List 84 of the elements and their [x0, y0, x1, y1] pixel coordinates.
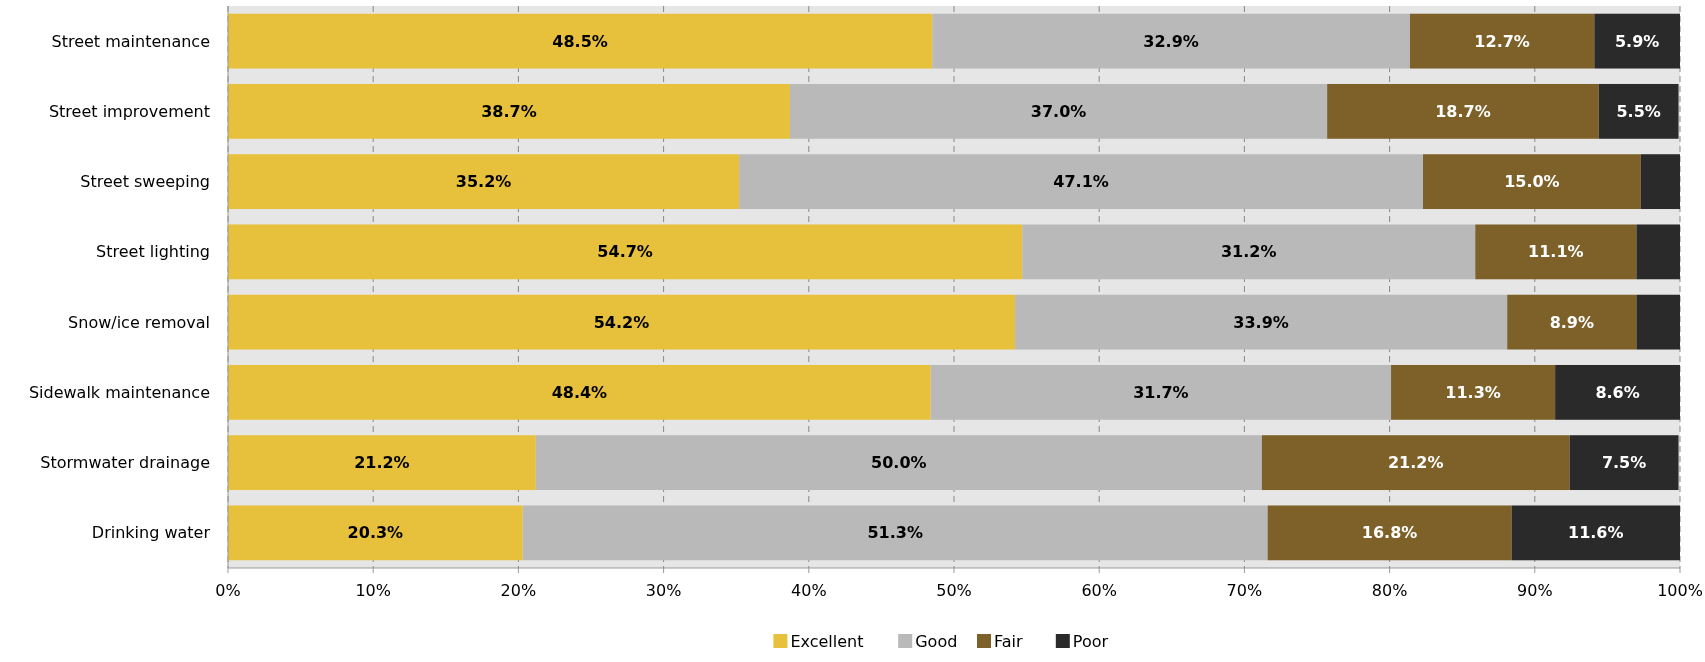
y-tick-label: Street lighting [96, 242, 210, 262]
x-tick-label: 90% [1517, 581, 1553, 600]
data-label: 18.7% [1435, 101, 1491, 121]
bar [1327, 83, 1599, 139]
data-label: 33.9% [1233, 312, 1289, 332]
data-label: 8.9% [1549, 312, 1595, 332]
data-label: 11.1% [1528, 242, 1584, 262]
bar [228, 83, 790, 139]
data-label: 12.7% [1474, 31, 1530, 51]
data-label: 50.0% [871, 453, 927, 473]
y-tick-label: Sidewalk maintenance [28, 382, 210, 402]
bar [228, 154, 740, 210]
data-label: 8.6% [1595, 382, 1640, 402]
bar [1598, 83, 1679, 139]
data-label: 48.4% [551, 382, 608, 402]
data-label: 37.0% [1030, 101, 1087, 121]
data-label: 11.3% [1445, 382, 1501, 402]
data-label: 32.9% [1143, 31, 1199, 51]
data-label: 38.7% [481, 101, 537, 121]
bar [522, 505, 1268, 561]
data-label: 21.2% [354, 453, 410, 473]
bar [228, 294, 1015, 350]
bar [1409, 13, 1595, 69]
x-tick-label: 80% [1371, 581, 1408, 600]
legend-label: Fair [994, 631, 1023, 651]
bar [1261, 435, 1570, 491]
x-tick-label: 60% [1081, 581, 1117, 600]
data-label: 5.5% [1616, 101, 1661, 121]
y-tick-label: Street maintenance [51, 31, 210, 51]
data-label: 35.2% [455, 172, 512, 192]
data-label: 54.2% [593, 312, 650, 332]
x-tick-label: 70% [1226, 581, 1263, 600]
bar [1267, 505, 1512, 561]
bar [228, 364, 931, 420]
x-tick-label: 10% [355, 581, 391, 600]
bar [1475, 224, 1637, 280]
x-tick-label: 50% [936, 581, 972, 600]
data-label: 48.5% [552, 31, 608, 51]
y-tick-label: Drinking water [91, 523, 211, 543]
bar [228, 13, 933, 69]
bar [1507, 294, 1637, 350]
legend-label: Poor [1072, 631, 1109, 651]
x-tick-label: 20% [500, 581, 537, 600]
y-tick-label: Street sweeping [80, 172, 210, 192]
legend-label: Good [915, 631, 958, 651]
bar [1636, 224, 1680, 280]
bar [228, 435, 536, 491]
x-tick-label: 0% [215, 581, 241, 600]
bar [1022, 224, 1476, 280]
data-label: 5.9% [1614, 31, 1660, 51]
data-label: 31.2% [1221, 242, 1277, 262]
bar [1640, 154, 1680, 210]
data-label: 21.2% [1387, 453, 1444, 473]
bar [1636, 294, 1680, 350]
data-label: 20.3% [347, 523, 404, 543]
data-label: 15.0% [1504, 172, 1560, 192]
bar [1423, 154, 1641, 210]
legend-label: Excellent [790, 631, 864, 651]
bar [1569, 435, 1679, 491]
data-label: 51.3% [867, 523, 923, 543]
data-label: 16.8% [1361, 523, 1418, 543]
y-tick-label: Street improvement [48, 101, 210, 121]
bar [535, 435, 1262, 491]
data-label: 11.6% [1568, 523, 1624, 543]
data-label: 54.7% [597, 242, 653, 262]
bar [1391, 364, 1556, 420]
bar [228, 505, 523, 561]
bar [789, 83, 1328, 139]
bar [1594, 13, 1680, 69]
data-label: 7.5% [1601, 453, 1647, 473]
x-tick-label: 40% [791, 581, 827, 600]
bar [228, 224, 1023, 280]
bar [739, 154, 1423, 210]
data-label: 31.7% [1133, 382, 1189, 402]
bar [930, 364, 1392, 420]
x-tick-label: 30% [645, 581, 682, 600]
x-tick-label: 100% [1657, 581, 1703, 600]
bar [1555, 364, 1680, 420]
bar [932, 13, 1410, 69]
bar [1014, 294, 1508, 350]
data-label: 47.1% [1053, 172, 1109, 192]
bar [1511, 505, 1680, 561]
y-tick-label: Snow/ice removal [68, 312, 210, 332]
y-tick-label: Stormwater drainage [40, 453, 210, 473]
